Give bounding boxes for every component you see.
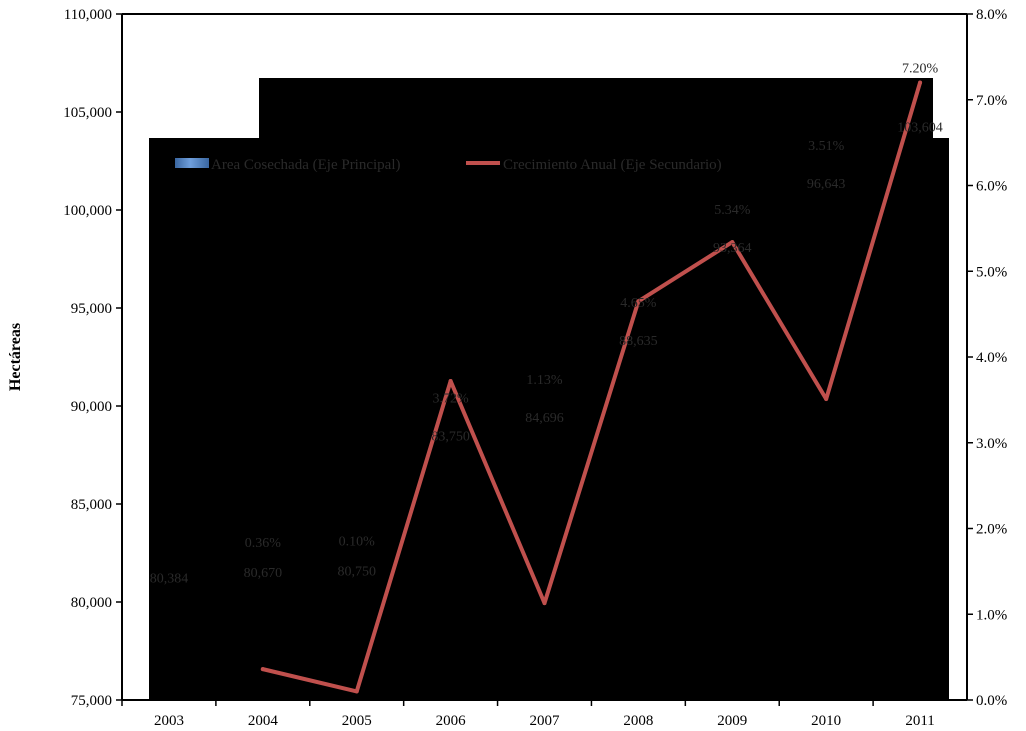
legend: Area Cosechada (Eje Principal) Crecimient…: [175, 157, 722, 173]
bar-label-2009: 93,364: [713, 241, 752, 256]
growth-line: [260, 80, 923, 694]
growth-point-2006: [448, 379, 453, 384]
y2-tick-label-1: 1.0%: [976, 607, 1007, 623]
x-tick-label-2008: 2008: [623, 713, 653, 729]
growth-point-2010: [824, 397, 829, 402]
line-label-2004: 0.36%: [245, 536, 282, 551]
x-tick-label-2010: 2010: [811, 713, 841, 729]
x-tick-label-2006: 2006: [436, 713, 467, 729]
growth-point-2008: [636, 299, 641, 304]
line-label-2006: 3.72%: [433, 392, 470, 407]
growth-point-2004: [260, 667, 265, 672]
bar-label-2008: 88,635: [619, 334, 658, 349]
y-tick-label-7: 110,000: [64, 7, 112, 23]
y2-tick-label-8: 8.0%: [976, 7, 1007, 23]
plot-background-left: [149, 138, 260, 700]
growth-point-2011: [918, 80, 923, 85]
y2-tick-label-4: 4.0%: [976, 350, 1007, 366]
y2-tick-label-7: 7.0%: [976, 93, 1007, 109]
bar-label-2006: 83,750: [431, 430, 470, 445]
x-tick-label-2005: 2005: [342, 713, 372, 729]
line-layer: [260, 80, 923, 694]
x-tick-label-2011: 2011: [905, 713, 934, 729]
y2-tick-label-3: 3.0%: [976, 436, 1007, 452]
x-tick-label-2009: 2009: [717, 713, 747, 729]
line-label-2008: 4.65%: [620, 296, 657, 311]
bar-label-2010: 96,643: [807, 177, 846, 192]
bar-label-2011: 103,604: [897, 120, 943, 135]
bar-label-2003: 80,384: [150, 571, 189, 586]
growth-point-2009: [730, 240, 735, 245]
y2-tick-label-5: 5.0%: [976, 264, 1007, 280]
y2-tick-label-2: 2.0%: [976, 522, 1007, 538]
y-tick-label-2: 85,000: [71, 497, 112, 513]
plot-background-right: [933, 138, 949, 700]
axes-layer: 75,000 80,000 85,000 90,000 95,000 100,000 105…: [7, 7, 1007, 729]
x-tick-label-2004: 2004: [248, 713, 279, 729]
x-tick-label-2003: 2003: [154, 713, 184, 729]
line-label-2010: 3.51%: [808, 139, 845, 154]
y-tick-label-3: 90,000: [71, 399, 112, 415]
bar-label-2005: 80,750: [337, 564, 376, 579]
y-tick-label-5: 100,000: [63, 203, 112, 219]
line-label-2009: 5.34%: [714, 203, 751, 218]
y2-tick-label-0: 0.0%: [976, 693, 1007, 709]
x-tick-label-2007: 2007: [530, 713, 561, 729]
y-tick-label-1: 80,000: [71, 595, 112, 611]
line-label-2011: 7.20%: [902, 62, 939, 77]
line-label-2007: 1.13%: [526, 373, 563, 388]
data-labels-layer: 80,384 80,670 80,750 83,750 84,696 88,635 93,3…: [150, 62, 943, 587]
line-label-2005: 0.10%: [339, 534, 376, 549]
legend-label-line: Crecimiento Anual (Eje Secundario): [503, 157, 722, 173]
growth-point-2007: [542, 601, 547, 606]
y-tick-label-0: 75,000: [71, 693, 112, 709]
legend-label-bar: Area Cosechada (Eje Principal): [211, 157, 401, 173]
bar-label-2004: 80,670: [244, 566, 283, 581]
growth-point-2005: [354, 689, 359, 694]
y2-tick-label-6: 6.0%: [976, 179, 1007, 195]
bar-label-2007: 84,696: [525, 411, 564, 426]
legend-swatch-bar: [175, 158, 209, 168]
y-axis-title: Hectáreas: [7, 323, 24, 391]
y-tick-label-4: 95,000: [71, 301, 112, 317]
y-tick-label-6: 105,000: [63, 105, 112, 121]
